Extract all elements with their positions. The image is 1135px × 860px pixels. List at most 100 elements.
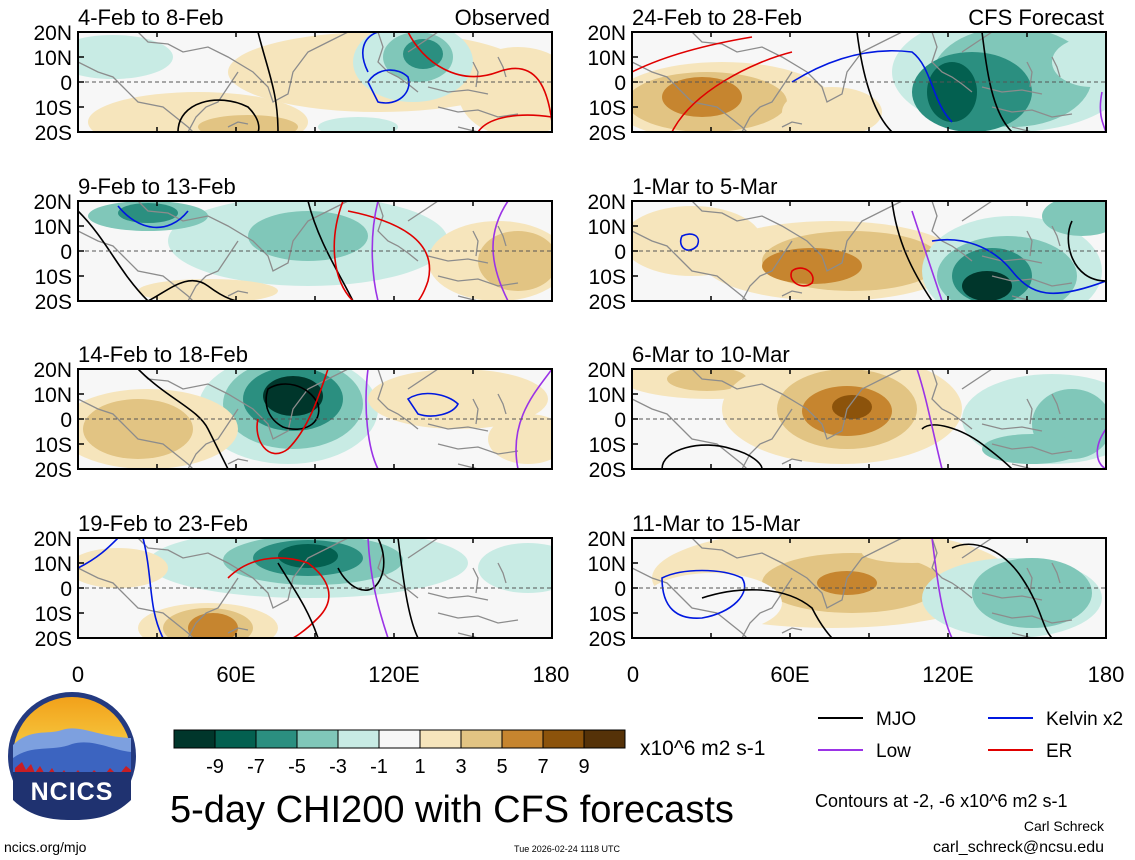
contour-line (951, 543, 1053, 638)
colorbar-swatch (337, 729, 380, 749)
map-shading (632, 538, 1106, 638)
contour-line (661, 569, 746, 619)
lat-label: 20N (587, 359, 626, 382)
coastline (691, 32, 903, 103)
lon-label-0: 0 (72, 662, 84, 687)
contour-line (371, 201, 379, 301)
coastline (981, 255, 1043, 264)
coastline (632, 230, 748, 301)
anomaly-shade (488, 414, 552, 464)
timestamp: Tue 2026-02-24 1118 UTC (514, 844, 620, 854)
coastline (78, 398, 194, 469)
coastline (741, 408, 793, 469)
coastline (78, 61, 194, 132)
anomaly-shade (817, 571, 877, 595)
map-shading (632, 369, 1106, 469)
coastline (1051, 562, 1061, 584)
lat-label: 20N (33, 359, 72, 382)
coastline (137, 538, 349, 609)
contour-line (406, 392, 459, 417)
colorbar-swatch (460, 729, 503, 749)
colorbar-swatch (583, 729, 626, 749)
author-name: Carl Schreck (1024, 818, 1105, 834)
coastline (931, 201, 973, 262)
coastline (78, 567, 194, 638)
anomaly-shade (478, 231, 552, 291)
contour-line (365, 369, 379, 469)
lat-label: 20S (589, 628, 626, 651)
lat-label: 20N (33, 22, 72, 45)
coastline (931, 369, 973, 430)
panel-title: 6-Mar to 10-Mar (632, 342, 790, 367)
colorbar-tick-label: -1 (370, 756, 388, 778)
coastline (991, 443, 1073, 455)
lat-label: 10N (587, 47, 626, 70)
colorbar-swatch (173, 729, 216, 749)
anomaly-shade (368, 369, 548, 429)
coastline (991, 612, 1073, 624)
anomaly-shade (1042, 201, 1106, 236)
legend-label: Low (876, 741, 911, 762)
lat-label: 0 (60, 72, 72, 95)
colorbar: -9 -7 -5 -3 -1 1 3 5 7 9 (173, 729, 626, 778)
anomaly-shade (632, 206, 762, 276)
contour-line (347, 210, 431, 301)
panel-title: 4-Feb to 8-Feb (78, 5, 224, 30)
lat-label: 0 (60, 409, 72, 432)
anomaly-shade (138, 279, 278, 301)
coastline (227, 290, 249, 297)
lat-label: 10N (33, 384, 72, 407)
lat-label: 20N (33, 191, 72, 214)
coastline (961, 201, 993, 222)
contour-line (307, 201, 354, 301)
map-shading (632, 32, 1106, 132)
anomaly-shade (962, 271, 1012, 301)
coastline (377, 201, 419, 262)
lat-label: 10N (33, 553, 72, 576)
coastline (377, 369, 419, 430)
map-shading (78, 201, 552, 301)
map-shading (632, 201, 1106, 301)
anomaly-shade (982, 434, 1082, 464)
coastline (472, 567, 479, 594)
contour-line (256, 369, 329, 455)
legend-item: MJO (818, 709, 916, 730)
lat-label: 20S (589, 459, 626, 482)
x-axis-left: 0 60E 120E 180 (72, 662, 569, 687)
coastline (137, 369, 349, 440)
contour-line (671, 51, 793, 132)
anomaly-shade (927, 62, 977, 122)
contour-line (891, 201, 933, 301)
lon-label-180: 180 (533, 662, 570, 687)
anomaly-shade (118, 203, 178, 223)
contour-line (257, 32, 279, 132)
figure-title: 5-day CHI200 with CFS forecasts (170, 789, 734, 831)
anomaly-shade (972, 558, 1092, 628)
coastline (137, 201, 349, 272)
anomaly-shade (78, 548, 168, 588)
contour-line (397, 538, 419, 638)
coastline (1026, 61, 1033, 88)
lat-label: 0 (614, 72, 626, 95)
contour-line (916, 369, 943, 469)
lat-label: 0 (614, 241, 626, 264)
contour-line (981, 32, 1013, 132)
coastline (407, 32, 439, 53)
lon-label-120e: 120E (922, 662, 973, 687)
lat-label: 10S (589, 266, 626, 289)
lat-label: 10N (587, 553, 626, 576)
coastline (1051, 225, 1061, 247)
anomaly-shade (318, 117, 398, 132)
coastline (427, 86, 489, 95)
lat-label: 0 (614, 409, 626, 432)
observed-label: Observed (455, 5, 550, 30)
contour-line (492, 201, 509, 301)
lat-label: 20S (35, 628, 72, 651)
panel-title: 19-Feb to 23-Feb (78, 511, 248, 536)
map-shading (78, 538, 552, 638)
